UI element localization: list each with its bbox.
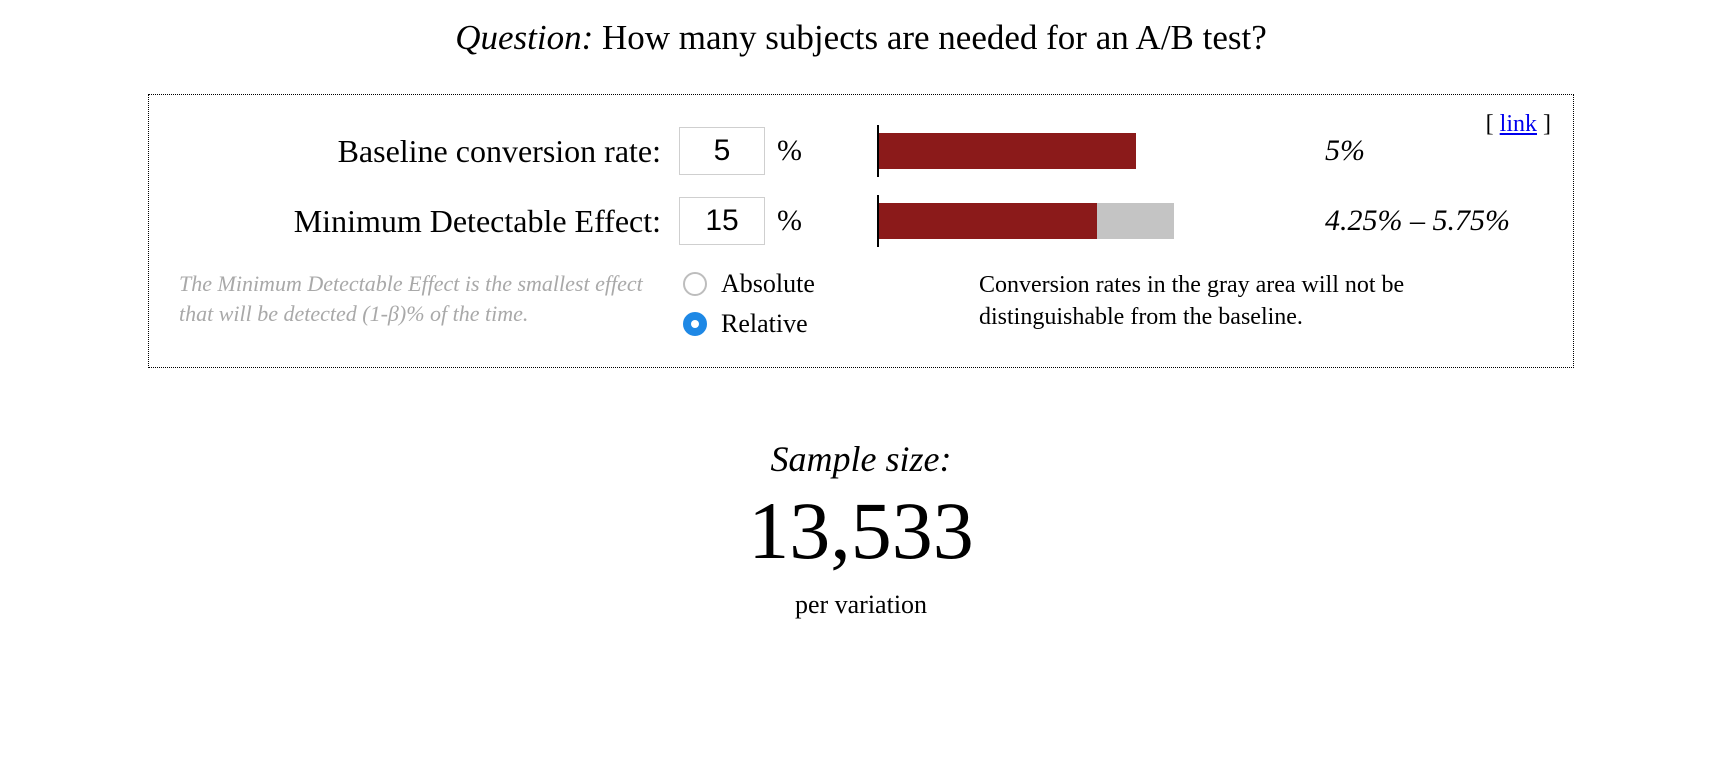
question-text: How many subjects are needed for an A/B … xyxy=(602,18,1267,57)
mode-radio-absolute[interactable]: Absolute xyxy=(683,269,929,299)
baseline-row: Baseline conversion rate: % 5% xyxy=(179,125,1543,177)
baseline-caption: 5% xyxy=(1307,134,1543,168)
result-subtitle: per variation xyxy=(0,590,1722,620)
question-label: Question: xyxy=(455,18,593,57)
baseline-unit: % xyxy=(777,134,802,168)
mode-radio-relative[interactable]: Relative xyxy=(683,309,929,339)
mode-radio-group: Absolute Relative xyxy=(679,269,929,339)
mde-unit: % xyxy=(777,204,802,238)
gray-area-explanation: Conversion rates in the gray area will n… xyxy=(929,269,1543,339)
calculator-panel: [ link ] Baseline conversion rate: % 5% … xyxy=(148,94,1574,368)
mde-row: Minimum Detectable Effect: % 4.25% – 5.7… xyxy=(179,195,1543,247)
mde-caption: 4.25% – 5.75% xyxy=(1307,204,1543,238)
mode-radio-label: Absolute xyxy=(721,269,815,299)
permalink-link[interactable]: link xyxy=(1500,111,1537,137)
result-value: 13,533 xyxy=(0,486,1722,576)
mde-bar-fill xyxy=(879,203,1097,239)
radio-icon xyxy=(683,312,707,336)
baseline-bar xyxy=(877,125,1307,177)
mde-bar xyxy=(877,195,1307,247)
question-heading: Question: How many subjects are needed f… xyxy=(0,18,1722,58)
permalink-wrapper: [ link ] xyxy=(1486,111,1551,138)
mde-label: Minimum Detectable Effect: xyxy=(179,203,679,240)
mde-input[interactable] xyxy=(679,197,765,245)
result-title: Sample size: xyxy=(0,438,1722,480)
mde-footnote: The Minimum Detectable Effect is the sma… xyxy=(179,269,679,339)
baseline-input[interactable] xyxy=(679,127,765,175)
radio-icon xyxy=(683,272,707,296)
mode-radio-label: Relative xyxy=(721,309,808,339)
baseline-bar-fill xyxy=(879,133,1136,169)
result-block: Sample size: 13,533 per variation xyxy=(0,438,1722,620)
baseline-label: Baseline conversion rate: xyxy=(179,133,679,170)
